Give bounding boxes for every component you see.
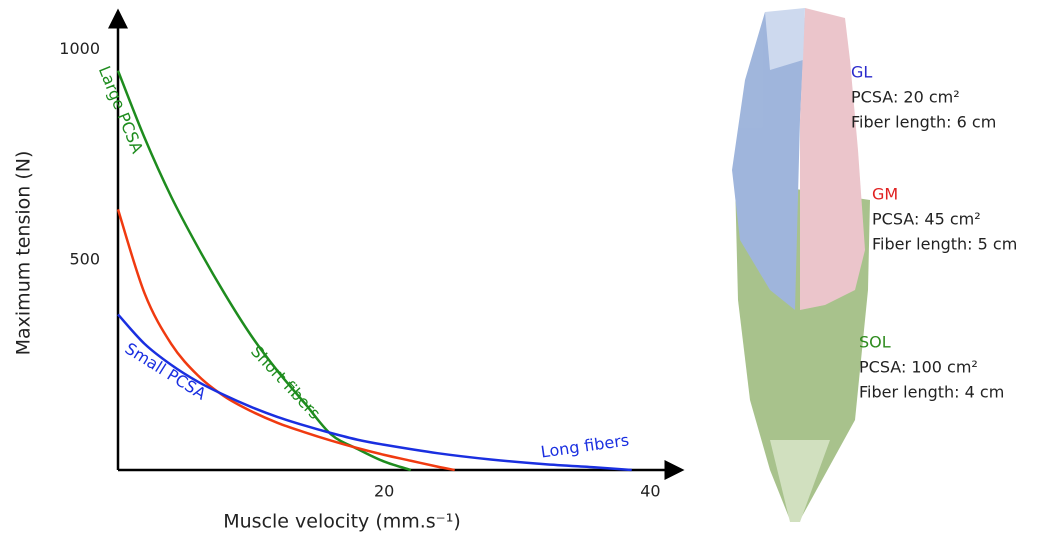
- x-tick-label: 40: [640, 482, 660, 501]
- y-axis-label: Maximum tension (N): [13, 151, 35, 356]
- curve-annotation: Long fibers: [540, 430, 631, 461]
- muscle-fiber-length: Fiber length: 4 cm: [859, 383, 1004, 402]
- muscle-pcsa: PCSA: 45 cm²: [872, 210, 981, 229]
- muscle-pcsa: PCSA: 20 cm²: [851, 88, 960, 107]
- curve-annotation: Small PCSA: [122, 339, 210, 404]
- muscle-pcsa: PCSA: 100 cm²: [859, 358, 978, 377]
- curve: [116, 70, 412, 472]
- y-tick-label: 1000: [59, 39, 100, 58]
- gl-top: [765, 8, 805, 70]
- muscle-name: SOL: [859, 333, 891, 352]
- muscle-name: GM: [872, 185, 898, 204]
- x-tick-label: 20: [374, 482, 394, 501]
- muscle-fiber-length: Fiber length: 5 cm: [872, 235, 1017, 254]
- gl-region: [732, 12, 805, 310]
- curve: [116, 208, 455, 472]
- muscle-name: GL: [851, 63, 872, 82]
- y-tick-label: 500: [69, 249, 100, 268]
- curve: [117, 313, 632, 472]
- muscle-illustration: [732, 8, 870, 522]
- sol-tail: [770, 440, 830, 522]
- x-axis-label: Muscle velocity (mm.s⁻¹): [223, 511, 461, 533]
- gm-region: [800, 8, 865, 310]
- muscle-fiber-length: Fiber length: 6 cm: [851, 113, 996, 132]
